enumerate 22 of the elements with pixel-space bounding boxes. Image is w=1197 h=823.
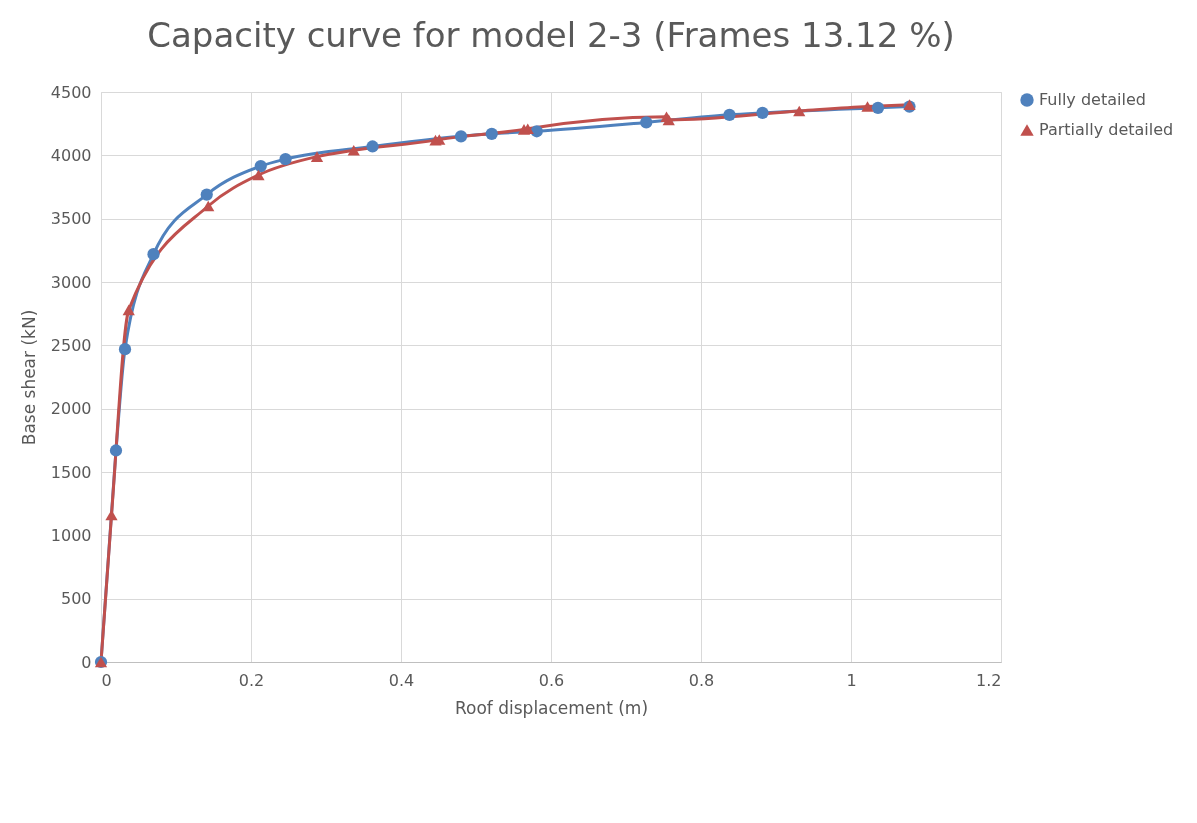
y-tick-label: 0 [81, 652, 92, 672]
y-axis-title: Base shear (kN) [18, 309, 39, 446]
y-tick-label: 2000 [50, 399, 92, 419]
x-tick-label: 1.2 [976, 670, 1002, 690]
chart-title: Capacity curve for model 2-3 (Frames 13.12 %) [147, 15, 955, 55]
y-tick-label: 4500 [50, 82, 92, 102]
y-tick-label: 4000 [50, 145, 92, 165]
x-tick-label: 1 [846, 670, 857, 690]
legend-label: Fully detailed [1039, 90, 1146, 109]
x-tick-label: 0.4 [388, 670, 415, 690]
x-tick-label: 0 [101, 670, 112, 690]
y-tick-label: 3500 [50, 209, 92, 229]
x-axis-title: Roof displacement (m) [454, 697, 649, 718]
x-tick-label: 0.8 [688, 670, 715, 690]
y-tick-label: 3000 [50, 272, 92, 292]
y-tick-label: 2500 [50, 335, 92, 355]
y-tick-label: 500 [60, 589, 92, 609]
x-tick-label: 0.6 [538, 670, 565, 690]
y-tick-label: 1500 [50, 462, 92, 482]
x-tick-label: 0.2 [238, 670, 265, 690]
legend-label: Partially detailed [1039, 120, 1174, 139]
y-tick-label: 1000 [50, 525, 92, 545]
